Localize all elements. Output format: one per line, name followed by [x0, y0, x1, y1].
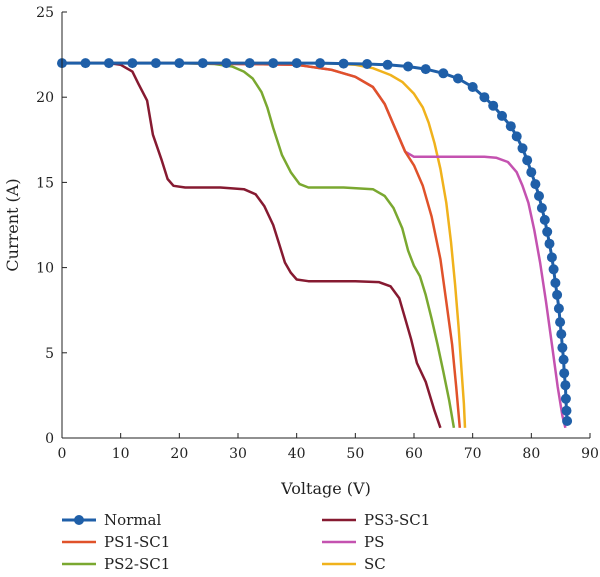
data-point-normal	[244, 58, 255, 69]
legend-item: PS1-SC1	[62, 533, 170, 551]
data-point-normal	[338, 58, 349, 69]
x-tick-label: 40	[288, 446, 306, 462]
series-line-ps	[62, 61, 567, 429]
legend-label: PS1-SC1	[104, 533, 170, 551]
data-point-normal	[517, 143, 528, 154]
data-point-normal	[555, 317, 566, 328]
data-point-normal	[197, 58, 208, 69]
x-tick-label: 90	[581, 446, 599, 462]
data-point-normal	[561, 405, 572, 416]
data-point-normal	[420, 64, 431, 75]
y-tick-label: 10	[36, 261, 54, 277]
data-point-normal	[497, 110, 507, 121]
legend-label: PS	[364, 533, 384, 551]
y-tick-label: 0	[45, 431, 54, 447]
data-point-normal	[544, 238, 555, 249]
data-point-normal	[526, 167, 537, 178]
x-axis-label: Voltage (V)	[280, 479, 371, 498]
y-axis-label: Current (A)	[3, 178, 22, 271]
data-point-normal	[362, 59, 373, 69]
data-point-normal	[479, 92, 490, 103]
series-line-normal	[62, 61, 569, 422]
x-tick-label: 30	[229, 446, 247, 462]
series-line-sc	[62, 61, 467, 428]
data-point-normal	[534, 191, 544, 201]
x-tick-label: 0	[58, 446, 67, 462]
axes	[61, 12, 590, 439]
y-tick-label: 25	[36, 5, 54, 21]
x-tick-label: 50	[346, 446, 364, 462]
data-point-normal	[467, 82, 478, 92]
legend-item: PS2-SC1	[62, 555, 170, 573]
data-point-normal	[511, 131, 522, 142]
y-ticks: 0 5 10 15 20 25	[36, 5, 67, 447]
data-point-normal	[539, 214, 550, 225]
data-point-normal	[382, 59, 393, 70]
data-point-normal	[560, 393, 571, 404]
data-point-normal	[315, 58, 326, 69]
data-point-normal	[453, 73, 463, 84]
legend-item: PS3-SC1	[322, 511, 430, 529]
data-point-normal	[403, 61, 414, 72]
data-point-normal	[560, 380, 571, 391]
y-tick-label: 20	[36, 90, 54, 106]
data-point-normal	[559, 368, 570, 379]
legend-label: PS2-SC1	[104, 555, 170, 573]
data-point-normal	[174, 58, 185, 69]
y-tick-label: 5	[45, 346, 54, 362]
data-point-normal	[552, 289, 563, 300]
legend-item: PS	[322, 533, 384, 551]
legend: Normal PS1-SC1 PS2-SC1 PS3-SC1 PS SC	[62, 511, 430, 573]
data-point-normal	[530, 179, 541, 190]
series-line-ps2-sc1	[62, 61, 456, 429]
data-point-normal	[127, 58, 138, 69]
series-line-ps1-sc1	[62, 61, 462, 428]
legend-label: PS3-SC1	[364, 511, 430, 529]
legend-item: Normal	[62, 511, 161, 529]
data-point-normal	[268, 58, 279, 69]
legend-label: Normal	[104, 511, 161, 529]
x-tick-label: 60	[405, 446, 423, 462]
legend-item: SC	[322, 555, 386, 573]
series-line-ps3-sc1	[62, 61, 442, 429]
data-point-normal	[553, 303, 564, 314]
data-point-normal	[550, 277, 561, 288]
data-point-normal	[556, 329, 567, 340]
data-point-normal	[562, 416, 573, 426]
x-ticks: 0 10 20 30 40 50 60 70 80 90	[58, 433, 599, 462]
data-point-normal	[548, 264, 559, 275]
data-point-normal	[536, 203, 547, 213]
legend-marker	[74, 515, 84, 525]
data-point-normal	[221, 58, 232, 69]
legend-label: SC	[364, 555, 386, 573]
data-point-normal	[557, 342, 568, 353]
x-tick-label: 10	[112, 446, 130, 462]
plot-area	[57, 58, 573, 429]
data-point-normal	[558, 354, 569, 365]
data-point-normal	[291, 58, 302, 69]
data-point-normal	[522, 155, 533, 166]
data-point-normal	[505, 121, 516, 132]
data-point-normal	[103, 58, 114, 69]
data-point-normal	[150, 58, 161, 69]
data-point-normal	[80, 58, 91, 69]
data-point-normal	[438, 68, 449, 79]
data-point-normal	[488, 100, 499, 111]
x-tick-label: 70	[464, 446, 482, 462]
x-tick-label: 20	[170, 446, 188, 462]
x-tick-label: 80	[522, 446, 540, 462]
data-point-normal	[546, 252, 557, 263]
data-point-normal	[542, 226, 553, 237]
y-tick-label: 15	[36, 175, 54, 191]
